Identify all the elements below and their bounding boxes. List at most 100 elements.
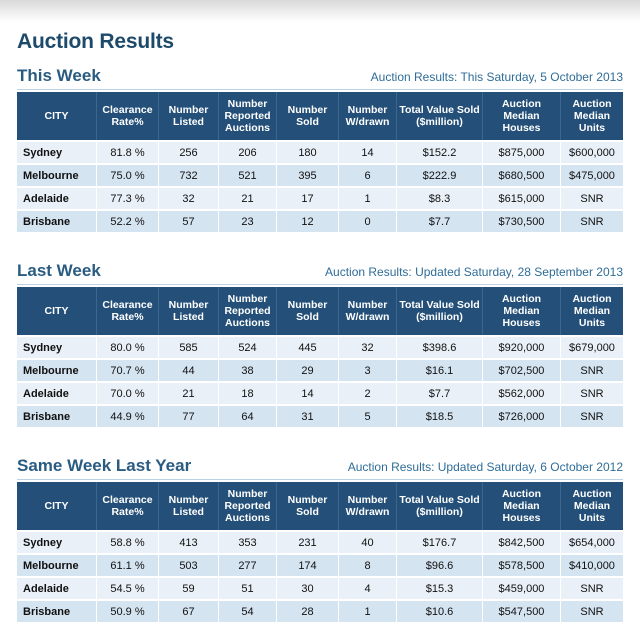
column-header-number-sold: Number Sold [277,482,339,530]
column-header-city: CITY [17,482,97,530]
cell-city: Melbourne [17,358,97,381]
cell-number-withdrawn: 40 [339,530,397,553]
results-table: CITY Clearance Rate% Number Listed Number R… [17,287,623,427]
cell-total-value: $222.9 [397,163,483,186]
results-table: CITY Clearance Rate% Number Listed Number R… [17,92,623,232]
cell-number-withdrawn: 32 [339,335,397,358]
cell-total-value: $398.6 [397,335,483,358]
cell-median-units: $679,000 [561,335,623,358]
cell-number-withdrawn: 2 [339,381,397,404]
cell-number-sold: 231 [277,530,339,553]
cell-total-value: $18.5 [397,404,483,427]
cell-city: Adelaide [17,186,97,209]
cell-median-units: SNR [561,358,623,381]
cell-total-value: $16.1 [397,358,483,381]
cell-city: Sydney [17,530,97,553]
section-subtitle: Auction Results: This Saturday, 5 Octobe… [370,70,623,84]
section-title: Same Week Last Year [17,456,192,475]
cell-number-listed: 256 [159,140,219,163]
column-header-city: CITY [17,92,97,140]
cell-number-withdrawn: 14 [339,140,397,163]
cell-median-units: SNR [561,404,623,427]
cell-clearance-rate: 54.5 % [97,576,159,599]
column-header-number-listed: Number Listed [159,482,219,530]
column-header-number-listed: Number Listed [159,287,219,335]
cell-median-houses: $562,000 [483,381,561,404]
cell-number-listed: 44 [159,358,219,381]
column-header-total-value: Total Value Sold ($million) [397,482,483,530]
cell-city: Brisbane [17,404,97,427]
cell-number-reported: 51 [219,576,277,599]
results-section-2: Last Week Auction Results: Updated Saturd… [17,259,623,427]
cell-clearance-rate: 70.7 % [97,358,159,381]
table-row: Adelaide 70.0 % 21 18 14 2 $7.7 $562,000 SNR [17,381,623,404]
cell-number-reported: 38 [219,358,277,381]
table-row: Brisbane 50.9 % 67 54 28 1 $10.6 $547,500 SNR [17,599,623,622]
table-row: Brisbane 44.9 % 77 64 31 5 $18.5 $726,000 SNR [17,404,623,427]
cell-number-listed: 503 [159,553,219,576]
cell-clearance-rate: 81.8 % [97,140,159,163]
cell-number-withdrawn: 1 [339,186,397,209]
cell-median-units: SNR [561,186,623,209]
cell-number-sold: 12 [277,209,339,232]
cell-number-withdrawn: 4 [339,576,397,599]
section-header: Last Week Auction Results: Updated Saturd… [17,259,623,285]
section-title: Last Week [17,261,101,280]
cell-number-withdrawn: 3 [339,358,397,381]
column-header-total-value: Total Value Sold ($million) [397,287,483,335]
cell-number-sold: 31 [277,404,339,427]
cell-city: Brisbane [17,209,97,232]
column-header-clearance-rate: Clearance Rate% [97,482,159,530]
column-header-number-withdrawn: Number W/drawn [339,482,397,530]
cell-city: Adelaide [17,576,97,599]
cell-number-listed: 585 [159,335,219,358]
cell-total-value: $8.3 [397,186,483,209]
cell-number-listed: 32 [159,186,219,209]
cell-city: Sydney [17,335,97,358]
column-header-clearance-rate: Clearance Rate% [97,92,159,140]
cell-number-listed: 413 [159,530,219,553]
column-header-number-listed: Number Listed [159,92,219,140]
table-row: Sydney 81.8 % 256 206 180 14 $152.2 $875,000 $60… [17,140,623,163]
cell-number-listed: 57 [159,209,219,232]
column-header-city: CITY [17,287,97,335]
cell-number-withdrawn: 6 [339,163,397,186]
column-header-number-reported: Number Reported Auctions [219,287,277,335]
cell-median-houses: $842,500 [483,530,561,553]
cell-clearance-rate: 61.1 % [97,553,159,576]
column-header-median-houses: Auction Median Houses [483,482,561,530]
cell-total-value: $7.7 [397,209,483,232]
table-row: Sydney 80.0 % 585 524 445 32 $398.6 $920,000 $67… [17,335,623,358]
cell-city: Melbourne [17,553,97,576]
page-title: Auction Results [17,30,174,53]
table-row: Brisbane 52.2 % 57 23 12 0 $7.7 $730,500 SNR [17,209,623,232]
column-header-number-withdrawn: Number W/drawn [339,92,397,140]
cell-number-sold: 174 [277,553,339,576]
column-header-median-units: Auction Median Units [561,482,623,530]
table-row: Melbourne 61.1 % 503 277 174 8 $96.6 $578,500 $4… [17,553,623,576]
cell-number-reported: 353 [219,530,277,553]
cell-median-units: $654,000 [561,530,623,553]
cell-total-value: $152.2 [397,140,483,163]
cell-number-listed: 732 [159,163,219,186]
cell-median-units: $600,000 [561,140,623,163]
cell-number-listed: 67 [159,599,219,622]
cell-clearance-rate: 50.9 % [97,599,159,622]
results-section-3: Same Week Last Year Auction Results: Upda… [17,454,623,622]
cell-city: Brisbane [17,599,97,622]
cell-median-houses: $726,000 [483,404,561,427]
cell-total-value: $7.7 [397,381,483,404]
results-section-1: This Week Auction Results: This Saturday,… [17,64,623,232]
cell-number-sold: 14 [277,381,339,404]
cell-number-withdrawn: 0 [339,209,397,232]
cell-number-reported: 21 [219,186,277,209]
cell-number-listed: 59 [159,576,219,599]
table-row: Adelaide 54.5 % 59 51 30 4 $15.3 $459,000 SNR [17,576,623,599]
cell-city: Sydney [17,140,97,163]
cell-clearance-rate: 52.2 % [97,209,159,232]
cell-number-reported: 18 [219,381,277,404]
cell-city: Melbourne [17,163,97,186]
cell-number-reported: 64 [219,404,277,427]
cell-median-houses: $875,000 [483,140,561,163]
cell-city: Adelaide [17,381,97,404]
